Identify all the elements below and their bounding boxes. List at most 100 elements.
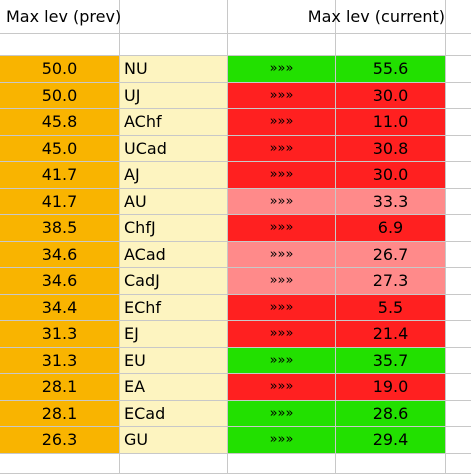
header-row: Max lev (prev) Max lev (current) — [0, 0, 471, 34]
current-value-cell[interactable]: 30.0 — [336, 82, 446, 109]
blank-row — [0, 34, 471, 56]
empty-cell[interactable] — [336, 453, 446, 474]
arrow-cell[interactable]: »»» — [228, 188, 336, 215]
blank-row — [0, 453, 471, 474]
pair-label-cell[interactable]: UCad — [120, 135, 228, 162]
prev-value-cell[interactable]: 31.3 — [0, 347, 120, 374]
current-value-cell[interactable]: 5.5 — [336, 294, 446, 321]
empty-cell[interactable] — [0, 34, 120, 56]
empty-cell[interactable] — [446, 83, 471, 109]
arrow-cell[interactable]: »»» — [228, 82, 336, 109]
current-value-cell[interactable]: 11.0 — [336, 109, 446, 136]
table-row: 26.3 GU»»» 29.4 — [0, 427, 471, 454]
header-max-lev-current[interactable]: Max lev (current) — [308, 0, 446, 34]
arrow-cell[interactable]: »»» — [228, 294, 336, 321]
table-row: 45.8 AChf»»» 11.0 — [0, 109, 471, 136]
arrow-cell[interactable]: »»» — [228, 109, 336, 136]
table-row: 45.0 UCad»»» 30.8 — [0, 135, 471, 162]
current-value-cell[interactable]: 33.3 — [336, 188, 446, 215]
pair-label-cell[interactable]: AU — [120, 188, 228, 215]
arrow-cell[interactable]: »»» — [228, 56, 336, 83]
empty-cell[interactable] — [228, 453, 336, 474]
current-value-cell[interactable]: 30.8 — [336, 135, 446, 162]
header-max-lev-prev[interactable]: Max lev (prev) — [0, 0, 121, 34]
empty-cell[interactable] — [446, 295, 471, 321]
empty-cell[interactable] — [446, 374, 471, 401]
pair-label-cell[interactable]: GU — [120, 427, 228, 454]
current-value-cell[interactable]: 28.6 — [336, 400, 446, 427]
empty-cell[interactable] — [446, 162, 471, 189]
arrow-cell[interactable]: »»» — [228, 268, 336, 295]
current-value-cell[interactable]: 21.4 — [336, 321, 446, 348]
prev-value-cell[interactable]: 50.0 — [0, 56, 120, 83]
current-value-cell[interactable]: 6.9 — [336, 215, 446, 242]
prev-value-cell[interactable]: 28.1 — [0, 400, 120, 427]
header-empty-cell[interactable] — [228, 0, 336, 34]
prev-value-cell[interactable]: 28.1 — [0, 374, 120, 401]
empty-cell[interactable] — [446, 268, 471, 295]
prev-value-cell[interactable]: 26.3 — [0, 427, 120, 454]
prev-value-cell[interactable]: 45.0 — [0, 135, 120, 162]
arrow-cell[interactable]: »»» — [228, 347, 336, 374]
prev-value-cell[interactable]: 41.7 — [0, 162, 120, 189]
prev-value-cell[interactable]: 38.5 — [0, 215, 120, 242]
current-value-cell[interactable]: 26.7 — [336, 241, 446, 268]
arrow-cell[interactable]: »»» — [228, 135, 336, 162]
empty-cell[interactable] — [446, 348, 471, 374]
pair-label-cell[interactable]: EJ — [120, 321, 228, 348]
pair-label-cell[interactable]: AChf — [120, 109, 228, 136]
empty-cell[interactable] — [446, 242, 471, 268]
empty-cell[interactable] — [336, 34, 446, 56]
table-row: 50.0 UJ»»» 30.0 — [0, 82, 471, 109]
empty-cell[interactable] — [228, 34, 336, 56]
prev-value-cell[interactable]: 41.7 — [0, 188, 120, 215]
arrow-cell[interactable]: »»» — [228, 400, 336, 427]
pair-label-cell[interactable]: EU — [120, 347, 228, 374]
arrow-cell[interactable]: »»» — [228, 162, 336, 189]
arrow-cell[interactable]: »»» — [228, 321, 336, 348]
arrow-cell[interactable]: »»» — [228, 215, 336, 242]
current-value-cell[interactable]: 19.0 — [336, 374, 446, 401]
prev-value-cell[interactable]: 34.4 — [0, 294, 120, 321]
header-empty-cell[interactable] — [120, 0, 228, 34]
arrow-cell[interactable]: »»» — [228, 374, 336, 401]
prev-value-cell[interactable]: 34.6 — [0, 241, 120, 268]
table-row: 41.7 AJ»»» 30.0 — [0, 162, 471, 189]
empty-cell[interactable] — [446, 34, 471, 56]
pair-label-cell[interactable]: NU — [120, 56, 228, 83]
pair-label-cell[interactable]: AJ — [120, 162, 228, 189]
empty-cell[interactable] — [446, 454, 471, 474]
prev-value-cell[interactable]: 50.0 — [0, 82, 120, 109]
table-row: 31.3 EJ»»» 21.4 — [0, 321, 471, 348]
prev-value-cell[interactable]: 45.8 — [0, 109, 120, 136]
current-value-cell[interactable]: 35.7 — [336, 347, 446, 374]
empty-cell[interactable] — [446, 215, 471, 242]
pair-label-cell[interactable]: EA — [120, 374, 228, 401]
header-empty-cell[interactable] — [446, 0, 471, 34]
pair-label-cell[interactable]: CadJ — [120, 268, 228, 295]
empty-cell[interactable] — [120, 34, 228, 56]
pair-label-cell[interactable]: ACad — [120, 241, 228, 268]
empty-cell[interactable] — [446, 109, 471, 136]
empty-cell[interactable] — [120, 453, 228, 474]
prev-value-cell[interactable]: 34.6 — [0, 268, 120, 295]
pair-label-cell[interactable]: ECad — [120, 400, 228, 427]
empty-cell[interactable] — [446, 427, 471, 454]
arrow-cell[interactable]: »»» — [228, 241, 336, 268]
current-value-cell[interactable]: 55.6 — [336, 56, 446, 83]
pair-label-cell[interactable]: EChf — [120, 294, 228, 321]
current-value-cell[interactable]: 30.0 — [336, 162, 446, 189]
empty-cell[interactable] — [446, 56, 471, 83]
current-value-cell[interactable]: 27.3 — [336, 268, 446, 295]
pair-label-cell[interactable]: UJ — [120, 82, 228, 109]
empty-cell[interactable] — [446, 189, 471, 215]
empty-cell[interactable] — [0, 453, 120, 474]
pair-label-cell[interactable]: ChfJ — [120, 215, 228, 242]
table-row: 41.7 AU»»» 33.3 — [0, 188, 471, 215]
current-value-cell[interactable]: 29.4 — [336, 427, 446, 454]
arrow-cell[interactable]: »»» — [228, 427, 336, 454]
empty-cell[interactable] — [446, 321, 471, 348]
empty-cell[interactable] — [446, 401, 471, 427]
prev-value-cell[interactable]: 31.3 — [0, 321, 120, 348]
empty-cell[interactable] — [446, 136, 471, 162]
